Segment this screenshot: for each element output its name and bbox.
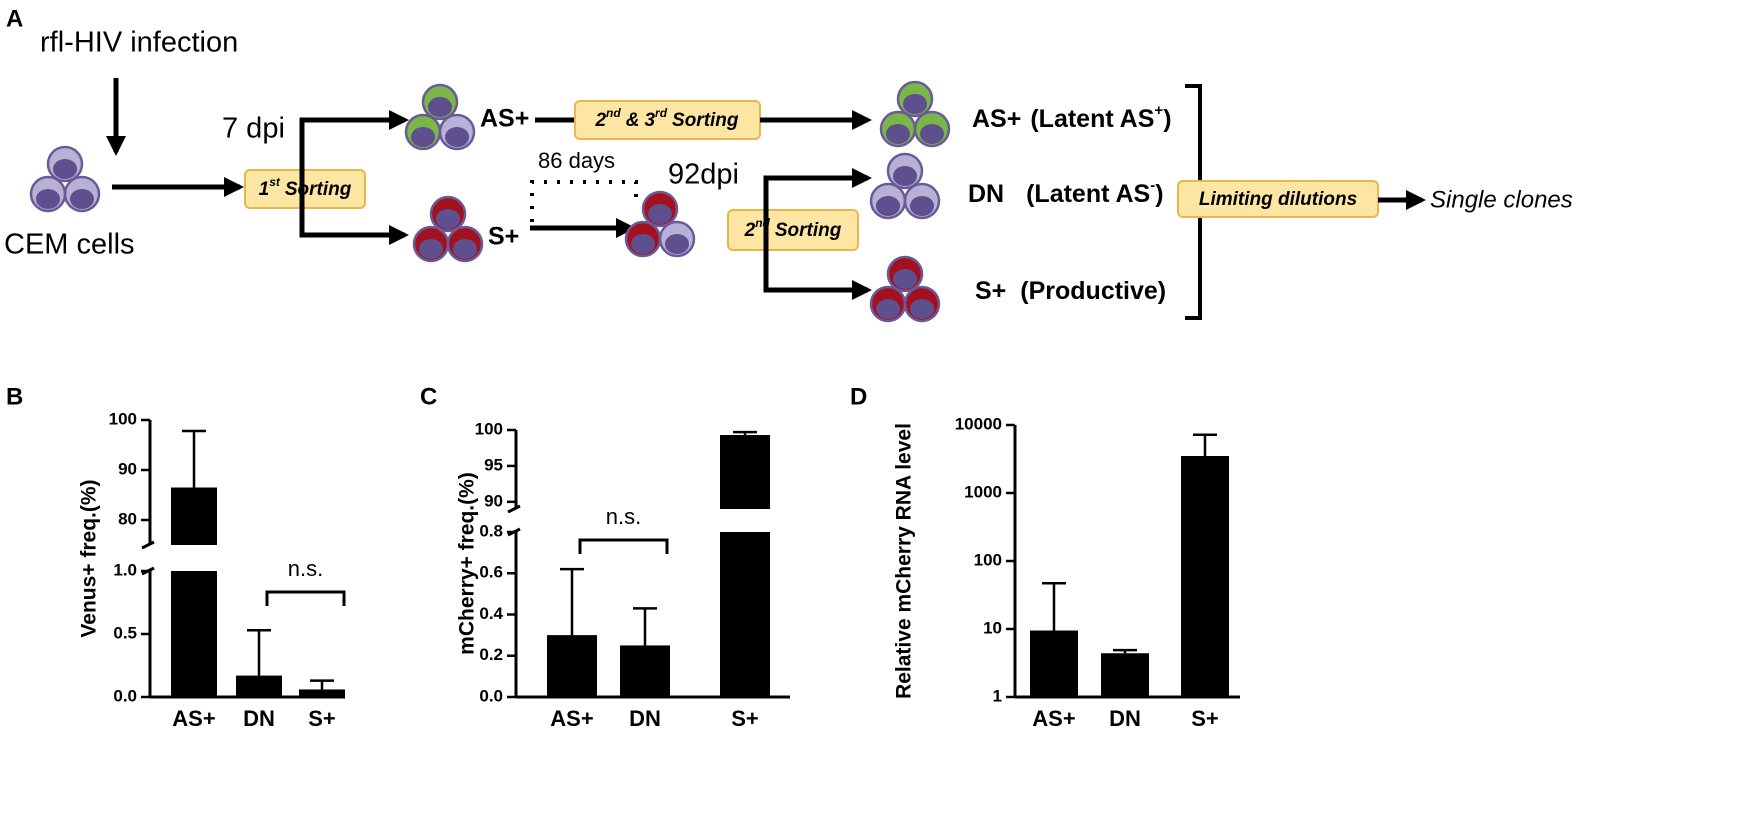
- cells-label: CEM cells: [4, 229, 135, 261]
- annotation: n.s.: [606, 504, 641, 529]
- significance-bracket: [578, 538, 669, 554]
- cell-nucleus: [453, 239, 477, 259]
- y-axis-label: Relative mCherry RNA level: [893, 423, 916, 699]
- cell-nucleus: [886, 124, 910, 144]
- dpi-label: 7 dpi: [222, 113, 285, 145]
- split-line: [299, 117, 402, 238]
- cell-nucleus: [445, 127, 469, 147]
- x-tick-label: DN: [629, 706, 661, 731]
- outcome: DN (Latent AS-): [968, 177, 1164, 207]
- panel-label: D: [850, 383, 867, 410]
- as-label: AS+: [480, 105, 529, 133]
- cell-nucleus: [910, 196, 934, 216]
- y-tick-label: 100: [109, 409, 137, 428]
- bar: [720, 532, 770, 697]
- cell-nucleus: [876, 299, 900, 319]
- bar: [1181, 456, 1229, 697]
- x-tick-label: AS+: [550, 706, 593, 731]
- y-tick-label: 10: [983, 618, 1002, 637]
- outcome: S+ (Productive): [975, 277, 1166, 305]
- cell-nucleus: [910, 299, 934, 319]
- bar: [1030, 630, 1078, 697]
- sort-box: [727, 209, 859, 251]
- significance-bracket: [265, 590, 346, 606]
- cell-nucleus: [36, 189, 60, 209]
- x-tick-label: S+: [731, 706, 759, 731]
- s-label: S+: [488, 223, 519, 251]
- y-tick-label: 0.5: [113, 623, 137, 642]
- y-axis-label: Venus+ freq.(%): [78, 479, 101, 637]
- outcome: AS+ (Latent AS+): [972, 102, 1172, 132]
- x-tick-label: AS+: [1032, 706, 1075, 731]
- y-tick-label: 10000: [955, 414, 1002, 433]
- x-tick-label: S+: [308, 706, 336, 731]
- cell-nucleus: [903, 94, 927, 114]
- y-tick-label: 80: [118, 509, 137, 528]
- x-tick-label: DN: [243, 706, 275, 731]
- annotation: n.s.: [288, 556, 323, 581]
- clones-label: Single clones: [1430, 186, 1573, 213]
- cell-nucleus: [411, 127, 435, 147]
- y-tick-label: 1: [993, 686, 1002, 705]
- axis-break: [507, 504, 521, 514]
- y-tick-label: 1000: [964, 482, 1002, 501]
- axis-break: [141, 566, 155, 576]
- y-tick-label: 0.4: [479, 604, 503, 623]
- x-tick-label: AS+: [172, 706, 215, 731]
- bar: [299, 689, 345, 697]
- cell-nucleus: [70, 189, 94, 209]
- cell-nucleus: [876, 196, 900, 216]
- bar: [171, 487, 217, 545]
- sort-label: 2nd & 3rd Sorting: [594, 106, 738, 131]
- y-tick-label: 90: [484, 491, 503, 510]
- cell-nucleus: [893, 166, 917, 186]
- cell-nucleus: [893, 269, 917, 289]
- bar: [171, 571, 217, 697]
- bar: [236, 675, 282, 697]
- cell-nucleus: [419, 239, 443, 259]
- x-tick-label: S+: [1191, 706, 1219, 731]
- cell-nucleus: [436, 209, 460, 229]
- y-axis-label: mCherry+ freq.(%): [456, 472, 479, 655]
- y-tick-label: 0.8: [479, 521, 503, 540]
- y-tick-label: 0.6: [479, 563, 503, 582]
- dotted-bracket: [530, 180, 638, 222]
- axis-break: [141, 540, 155, 550]
- y-tick-label: 95: [484, 455, 503, 474]
- y-tick-label: 0.2: [479, 645, 503, 664]
- cell-nucleus: [665, 234, 689, 254]
- sort-box: [244, 169, 366, 209]
- days-label: 86 days: [538, 148, 615, 173]
- y-tick-label: 0.0: [113, 686, 137, 705]
- cell-nucleus: [53, 159, 77, 179]
- x-tick-label: DN: [1109, 706, 1141, 731]
- panel-label: C: [420, 383, 437, 410]
- y-tick-label: 0.0: [479, 686, 503, 705]
- panel-label: A: [6, 5, 23, 32]
- diagram: A rfl-HIV infection CEM cells 1st Sorting…: [4, 5, 1573, 320]
- split-line: [763, 175, 850, 293]
- bar: [1101, 653, 1149, 697]
- y-tick-label: 90: [118, 459, 137, 478]
- cell-nucleus: [631, 234, 655, 254]
- cell-nucleus: [920, 124, 944, 144]
- bar: [620, 645, 670, 697]
- bar: [720, 435, 770, 509]
- bar: [547, 635, 597, 697]
- cell-nucleus: [648, 204, 672, 224]
- y-tick-label: 100: [475, 419, 503, 438]
- infection-label: rfl-HIV infection: [40, 27, 238, 59]
- dpi-label: 92dpi: [668, 159, 739, 191]
- cell-nucleus: [428, 97, 452, 117]
- dilution-label: Limiting dilutions: [1199, 189, 1357, 210]
- panel-label: B: [6, 383, 23, 410]
- y-tick-label: 1.0: [113, 560, 137, 579]
- axis-break: [507, 527, 521, 537]
- y-tick-label: 100: [974, 550, 1002, 569]
